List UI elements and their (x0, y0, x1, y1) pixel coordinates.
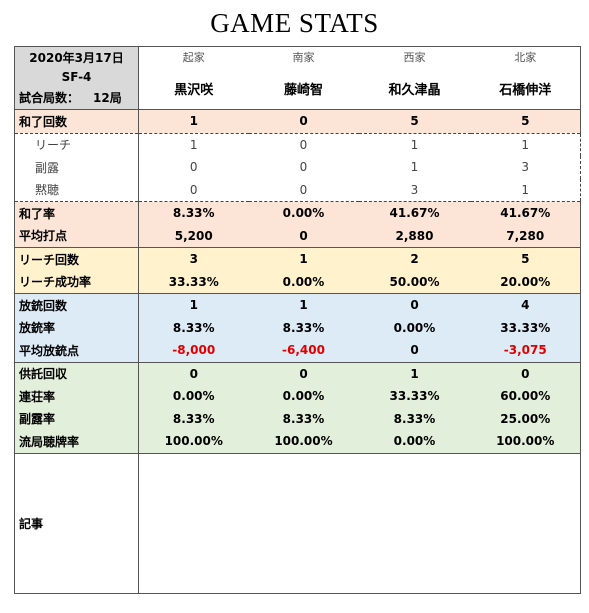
games-value: 12局 (93, 91, 122, 105)
win-rate-value: 41.67% (470, 201, 581, 225)
riichi-success-value: 0.00% (248, 270, 359, 294)
furo-wins-value: 3 (470, 156, 581, 179)
player-name-2: 藤崎智 (248, 67, 359, 110)
dama-wins-value: 3 (358, 178, 471, 202)
avg-deal-in-value: -8,000 (138, 339, 249, 363)
riichi-count-value: 2 (358, 247, 471, 271)
kyotaku-value: 0 (138, 362, 249, 385)
player-name-4: 石橋伸洋 (470, 67, 581, 110)
avg-deal-in-value: 0 (358, 339, 471, 363)
deal-in-count-value: 1 (138, 293, 249, 317)
renchan-rate-value: 60.00% (470, 385, 581, 408)
deal-in-rate-value: 33.33% (470, 316, 581, 339)
win-count-value: 1 (138, 109, 249, 133)
riichi-success-value: 20.00% (470, 270, 581, 294)
tenpai-rate-value: 100.00% (470, 430, 581, 454)
renchan-rate-value: 33.33% (358, 385, 471, 408)
avg-points-value: 5,200 (138, 224, 249, 248)
deal-in-count-value: 1 (248, 293, 359, 317)
row-label-memo: 記事 (14, 453, 139, 594)
furo-wins-value: 0 (138, 156, 249, 179)
dama-wins-value: 0 (248, 178, 359, 202)
furo-rate-value: 8.33% (358, 407, 471, 430)
avg-points-value: 0 (248, 224, 359, 248)
furo-rate-value: 8.33% (138, 407, 249, 430)
avg-points-value: 7,280 (470, 224, 581, 248)
win-count-value: 5 (358, 109, 471, 133)
row-label-avg-deal-in: 平均放銃点 (14, 339, 139, 363)
row-label-riichi-count: リーチ回数 (14, 247, 139, 271)
win-count-value: 0 (248, 109, 359, 133)
riichi-count-value: 3 (138, 247, 249, 271)
seat-south: 南家 (248, 46, 359, 67)
match-date: 2020年3月17日 (14, 46, 139, 67)
seat-west: 西家 (358, 46, 471, 67)
player-name-1: 黒沢咲 (138, 67, 249, 110)
tenpai-rate-value: 100.00% (138, 430, 249, 454)
avg-deal-in-value: -6,400 (248, 339, 359, 363)
dama-wins-value: 0 (138, 178, 249, 202)
row-label-deal-in-rate: 放銃率 (14, 316, 139, 339)
renchan-rate-value: 0.00% (248, 385, 359, 408)
tenpai-rate-value: 100.00% (248, 430, 359, 454)
row-label-furo-wins: 副露 (14, 156, 139, 179)
row-label-riichi-success: リーチ成功率 (14, 270, 139, 294)
games-played: 試合局数： 12局 (15, 87, 138, 109)
row-label-dama-wins: 黙聴 (14, 178, 139, 202)
seat-north: 北家 (470, 46, 581, 67)
row-label-deal-in-count: 放銃回数 (14, 293, 139, 317)
furo-rate-value: 8.33% (248, 407, 359, 430)
row-label-kyotaku: 供託回収 (14, 362, 139, 385)
furo-wins-value: 0 (248, 156, 359, 179)
row-label-win-rate: 和了率 (14, 201, 139, 225)
avg-points-value: 2,880 (358, 224, 471, 248)
win-count-value: 5 (470, 109, 581, 133)
furo-rate-value: 25.00% (470, 407, 581, 430)
riichi-wins-value: 1 (358, 132, 471, 156)
renchan-rate-value: 0.00% (138, 385, 249, 408)
row-label-avg-points: 平均打点 (14, 224, 139, 248)
row-label-riichi-wins: リーチ (14, 132, 139, 156)
riichi-count-value: 5 (470, 247, 581, 271)
page-title: GAME STATS (210, 8, 379, 38)
furo-wins-value: 1 (358, 156, 471, 179)
avg-deal-in-value: -3,075 (470, 339, 581, 363)
match-info: SF-4 試合局数： 12局 (14, 67, 139, 110)
seat-east: 起家 (138, 46, 249, 67)
win-rate-value: 41.67% (358, 201, 471, 225)
riichi-wins-value: 1 (138, 132, 249, 156)
win-rate-value: 8.33% (138, 201, 249, 225)
player-name-3: 和久津晶 (358, 67, 471, 110)
row-label-tenpai-rate: 流局聴牌率 (14, 430, 139, 454)
memo-area (138, 453, 581, 594)
dama-wins-value: 1 (470, 178, 581, 202)
row-label-furo-rate: 副露率 (14, 407, 139, 430)
kyotaku-value: 0 (470, 362, 581, 385)
deal-in-count-value: 4 (470, 293, 581, 317)
row-label-win-count: 和了回数 (14, 109, 139, 133)
win-rate-value: 0.00% (248, 201, 359, 225)
riichi-success-value: 50.00% (358, 270, 471, 294)
deal-in-count-value: 0 (358, 293, 471, 317)
kyotaku-value: 0 (248, 362, 359, 385)
games-label: 試合局数： (19, 91, 80, 105)
riichi-count-value: 1 (248, 247, 359, 271)
row-label-renchan-rate: 連荘率 (14, 385, 139, 408)
match-id: SF-4 (61, 70, 92, 84)
riichi-success-value: 33.33% (138, 270, 249, 294)
kyotaku-value: 1 (358, 362, 471, 385)
riichi-wins-value: 0 (248, 132, 359, 156)
deal-in-rate-value: 0.00% (358, 316, 471, 339)
deal-in-rate-value: 8.33% (248, 316, 359, 339)
riichi-wins-value: 1 (470, 132, 581, 156)
deal-in-rate-value: 8.33% (138, 316, 249, 339)
game-stats-table: 2020年3月17日 起家 南家 西家 北家 SF-4 試合局数： 12局 黒沢咲… (14, 46, 581, 594)
tenpai-rate-value: 0.00% (358, 430, 471, 454)
